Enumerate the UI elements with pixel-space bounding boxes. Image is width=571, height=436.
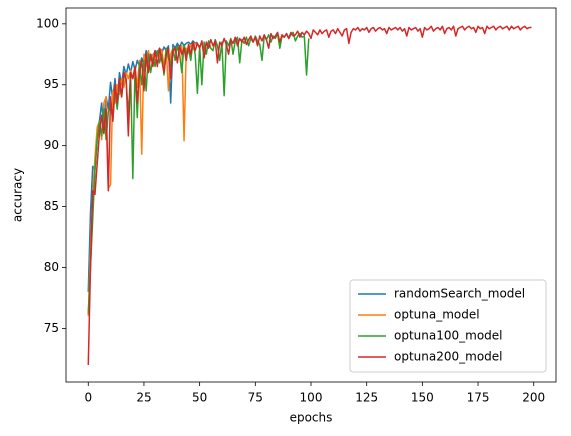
- legend-box: [349, 279, 547, 373]
- y-tick-label: 85: [44, 199, 59, 213]
- x-tick-label: 75: [248, 391, 263, 405]
- legend-label: optuna100_model: [394, 329, 503, 343]
- x-tick-label: 25: [136, 391, 151, 405]
- x-tick-label: 50: [192, 391, 207, 405]
- y-tick-label: 80: [44, 260, 59, 274]
- x-axis-label: epochs: [290, 411, 333, 425]
- series-line: [87, 25, 532, 365]
- legend-label: optuna_model: [394, 308, 480, 322]
- x-tick-label: 0: [84, 391, 92, 405]
- x-tick-label: 125: [355, 391, 378, 405]
- x-tick-label: 175: [467, 391, 490, 405]
- x-tick-label: 200: [522, 391, 545, 405]
- x-tick-label: 150: [411, 391, 434, 405]
- y-tick-label: 95: [44, 77, 59, 91]
- plot-area: [87, 25, 532, 365]
- x-tick-label: 100: [300, 391, 323, 405]
- y-tick-label: 75: [44, 321, 59, 335]
- legend-label: optuna200_model: [394, 350, 503, 364]
- y-tick-label: 90: [44, 138, 59, 152]
- plot-frame: [65, 7, 557, 383]
- y-tick-label: 100: [36, 16, 59, 30]
- y-axis-label: accuracy: [11, 168, 25, 222]
- legend-label: randomSearch_model: [394, 287, 525, 301]
